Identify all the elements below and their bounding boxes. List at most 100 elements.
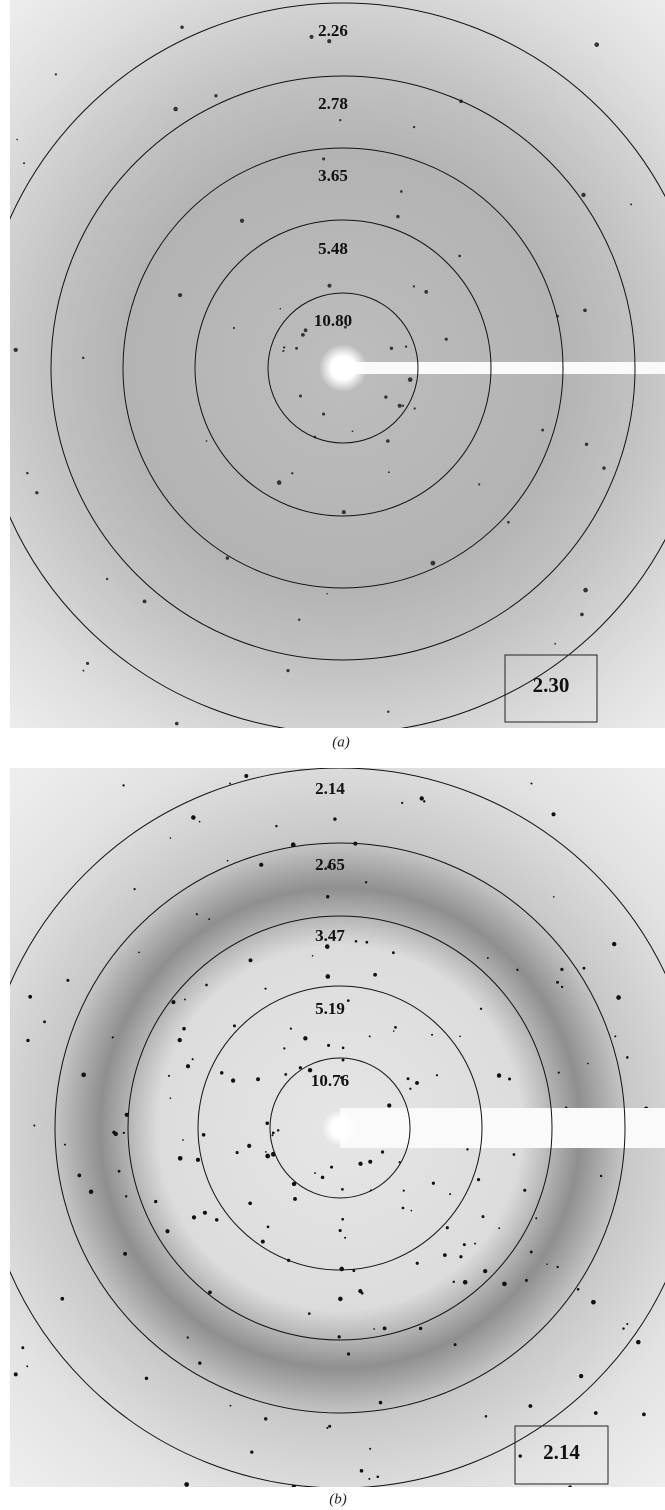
spot xyxy=(507,520,510,524)
spot xyxy=(418,1326,423,1331)
spot xyxy=(340,758,343,761)
spot xyxy=(378,1400,383,1405)
spot xyxy=(341,1187,344,1191)
spot xyxy=(165,1229,170,1234)
spot xyxy=(293,1197,297,1201)
spot xyxy=(496,1073,502,1078)
spot xyxy=(198,1361,202,1365)
spot xyxy=(35,491,39,495)
spot xyxy=(208,1290,212,1295)
spot xyxy=(512,1153,516,1156)
spot xyxy=(483,1269,488,1274)
spot xyxy=(401,404,405,407)
spot xyxy=(81,1072,86,1078)
spot xyxy=(283,1047,286,1050)
ring-label: 5.48 xyxy=(318,239,348,258)
spot xyxy=(423,800,426,803)
spot xyxy=(397,403,402,408)
spot xyxy=(123,1251,128,1256)
spot xyxy=(82,356,85,360)
spot xyxy=(111,1036,114,1039)
spot xyxy=(444,756,447,759)
spot xyxy=(333,817,337,821)
spot xyxy=(401,1206,405,1210)
caption: (b) xyxy=(329,1491,347,1507)
spot xyxy=(394,1026,397,1029)
spot xyxy=(430,560,436,566)
beam-stop xyxy=(343,362,665,374)
spot xyxy=(33,1124,36,1127)
resolution-ring xyxy=(267,292,419,444)
spot xyxy=(424,289,429,294)
spot xyxy=(524,1278,528,1282)
spot xyxy=(614,1035,617,1038)
spot xyxy=(341,1217,344,1221)
resolution-ring xyxy=(122,147,564,589)
spot xyxy=(327,39,332,44)
spot xyxy=(328,1424,332,1428)
box-label: 2.30 xyxy=(533,673,570,697)
spot xyxy=(266,1225,270,1229)
spot xyxy=(419,796,424,801)
spot xyxy=(26,471,29,475)
box-label: 2.14 xyxy=(543,1440,580,1464)
spot xyxy=(326,592,328,595)
spot xyxy=(581,192,586,198)
ring-label: 2.78 xyxy=(318,94,348,113)
spot xyxy=(182,1139,184,1141)
spot xyxy=(636,1339,641,1345)
beam-center xyxy=(322,1110,358,1146)
resolution-ring xyxy=(10,2,665,728)
spot xyxy=(88,1189,94,1194)
spot xyxy=(177,1155,183,1161)
diffraction-image: 2.14 2.65 3.47 5.19 10.76 2.14 xyxy=(10,741,665,1487)
spot xyxy=(415,1261,419,1265)
caption: (a) xyxy=(332,734,350,750)
spot xyxy=(325,974,331,979)
ring-label: 2.14 xyxy=(315,779,345,798)
spot xyxy=(133,888,136,891)
spot xyxy=(516,968,519,972)
spot xyxy=(466,1148,469,1151)
spot xyxy=(344,1236,347,1239)
spot xyxy=(178,293,183,298)
spot xyxy=(384,395,388,399)
spot xyxy=(626,1322,629,1326)
spot xyxy=(575,755,578,758)
spot xyxy=(265,1151,267,1153)
spot xyxy=(182,1026,186,1031)
spot xyxy=(43,1020,46,1024)
spot xyxy=(449,1193,452,1196)
ring-label: 5.19 xyxy=(315,999,345,1018)
spot xyxy=(235,1150,239,1155)
spot xyxy=(327,1043,331,1047)
spot xyxy=(508,1077,512,1081)
spot xyxy=(291,472,294,475)
spot xyxy=(546,1263,548,1266)
spot xyxy=(180,25,184,29)
spot xyxy=(22,162,26,165)
spot xyxy=(112,1130,116,1134)
spot xyxy=(498,1227,501,1230)
ring-label: 3.47 xyxy=(315,926,345,945)
spot xyxy=(198,820,201,823)
spot xyxy=(339,119,342,122)
spot xyxy=(541,428,545,432)
spot xyxy=(625,1056,629,1059)
spot xyxy=(476,1178,481,1182)
spot xyxy=(458,254,461,258)
spot xyxy=(271,1134,274,1137)
spot xyxy=(205,983,208,987)
spot xyxy=(599,1174,603,1178)
spot xyxy=(229,1404,232,1407)
spot xyxy=(445,1226,449,1230)
spot xyxy=(148,741,150,743)
spot xyxy=(382,1326,387,1331)
spot xyxy=(186,1336,189,1339)
spot xyxy=(431,1181,435,1185)
spot xyxy=(214,94,218,98)
ring-label: 2.65 xyxy=(315,855,345,874)
spot xyxy=(591,1299,596,1305)
spot xyxy=(616,995,621,1000)
resolution-ring xyxy=(269,1057,411,1199)
